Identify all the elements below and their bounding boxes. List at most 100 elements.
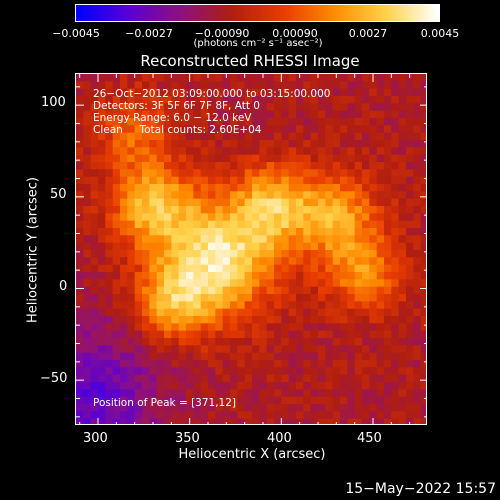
heatmap-cell <box>164 147 172 156</box>
heatmap-cell <box>230 88 238 97</box>
colorbar-tick-label: 0.0027 <box>348 27 388 40</box>
heatmap-cell <box>208 162 216 170</box>
heatmap-cell <box>391 213 400 222</box>
heatmap-cell <box>398 294 407 302</box>
heatmap-cell <box>332 301 341 310</box>
heatmap-cell <box>266 360 275 368</box>
heatmap-cell <box>90 396 99 405</box>
heatmap-cell <box>340 250 348 258</box>
heatmap-cell <box>406 140 414 148</box>
heatmap-cell <box>288 74 297 82</box>
heatmap-cell <box>244 176 253 185</box>
heatmap-cell <box>149 286 158 295</box>
heatmap-cell <box>149 345 158 354</box>
heatmap-cell <box>303 404 312 412</box>
heatmap-cell <box>83 374 92 383</box>
heatmap-cell <box>398 352 407 361</box>
heatmap-cell <box>347 213 356 222</box>
heatmap-cell <box>90 367 99 376</box>
heatmap-cell <box>215 96 224 104</box>
heatmap-cell <box>325 396 334 405</box>
heatmap-cell <box>281 330 290 339</box>
heatmap-cell <box>347 367 356 376</box>
heatmap-cell <box>362 206 370 214</box>
heatmap-cell <box>398 162 407 170</box>
heatmap-cell <box>252 301 260 310</box>
heatmap-cell <box>274 257 282 266</box>
heatmap-cell <box>98 279 106 288</box>
heatmap-cell <box>406 338 414 346</box>
heatmap-cell <box>347 404 356 412</box>
heatmap-cell <box>347 257 356 266</box>
colorbar-segment <box>238 5 242 21</box>
heatmap-cell <box>112 184 121 192</box>
heatmap-cell <box>398 81 407 90</box>
heatmap-cell <box>215 257 224 266</box>
heatmap-cell <box>193 162 202 170</box>
heatmap-cell <box>347 396 356 405</box>
heatmap-cell <box>215 220 224 229</box>
heatmap-cell <box>76 235 84 244</box>
heatmap-cell <box>354 272 363 280</box>
heatmap-cell <box>237 132 246 141</box>
heatmap-cell <box>259 345 268 354</box>
heatmap-cell <box>230 389 238 398</box>
heatmap-cell <box>281 382 290 390</box>
heatmap-cell <box>156 316 165 324</box>
heatmap-cell <box>149 88 158 97</box>
colorbar-segment <box>271 5 275 21</box>
heatmap-cell <box>171 147 180 156</box>
heatmap-cell <box>288 404 297 412</box>
heatmap-cell <box>391 279 400 288</box>
heatmap-cell <box>347 198 356 207</box>
heatmap-cell <box>376 389 385 398</box>
heatmap-cell <box>134 81 143 90</box>
heatmap-cell <box>244 360 253 368</box>
heatmap-cell <box>230 330 238 339</box>
x-axis-title: Heliocentric X (arcsec) <box>178 447 326 462</box>
heatmap-cell <box>178 250 187 258</box>
heatmap-cell <box>237 389 246 398</box>
heatmap-cell <box>252 184 260 192</box>
heatmap-cell <box>193 132 202 141</box>
heatmap-cell <box>142 338 150 346</box>
heatmap-cell <box>310 330 319 339</box>
heatmap-cell <box>296 264 304 273</box>
heatmap-cell <box>340 389 348 398</box>
heatmap-cell <box>252 206 260 214</box>
heatmap-cell <box>252 96 260 104</box>
heatmap-cell <box>266 308 275 317</box>
heatmap-cell <box>230 279 238 288</box>
heatmap-cell <box>384 264 392 273</box>
heatmap-cell <box>413 308 422 317</box>
heatmap-cell <box>413 140 422 148</box>
heatmap-cell <box>252 220 260 229</box>
heatmap-cell <box>384 88 392 97</box>
heatmap-cell <box>384 257 392 266</box>
heatmap-cell <box>369 279 378 288</box>
heatmap-cell <box>222 191 231 200</box>
heatmap-cell <box>266 418 275 424</box>
heatmap-cell <box>127 323 136 332</box>
heatmap-cell <box>237 374 246 383</box>
heatmap-cell <box>120 301 128 310</box>
heatmap-cell <box>376 279 385 288</box>
heatmap-cell <box>354 301 363 310</box>
heatmap-cell <box>413 389 422 398</box>
heatmap-cell <box>230 272 238 280</box>
heatmap-cell <box>244 81 253 90</box>
heatmap-cell <box>98 367 106 376</box>
heatmap-cell <box>398 140 407 148</box>
heatmap-cell <box>237 396 246 405</box>
heatmap-cell <box>142 301 150 310</box>
colorbar-segment <box>286 5 290 21</box>
heatmap-cell <box>398 301 407 310</box>
heatmap-cell <box>369 118 378 126</box>
heatmap-cell <box>98 389 106 398</box>
heatmap-cell <box>215 125 224 134</box>
heatmap-cell <box>237 74 246 82</box>
heatmap-cell <box>325 235 334 244</box>
heatmap-cell <box>215 396 224 405</box>
heatmap-cell <box>354 81 363 90</box>
heatmap-cell <box>413 404 422 412</box>
